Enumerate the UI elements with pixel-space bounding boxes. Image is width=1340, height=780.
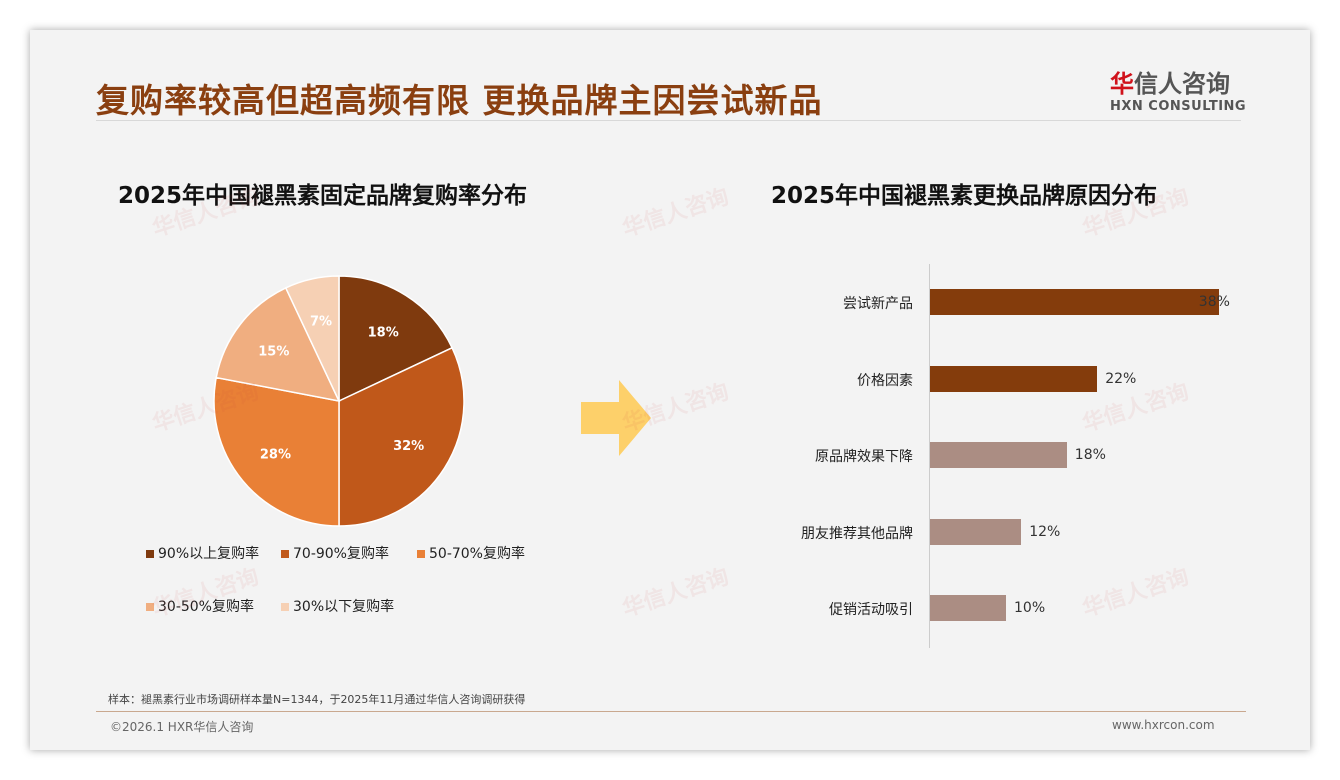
bar — [930, 289, 1219, 315]
bar-category-label: 促销活动吸引 — [829, 602, 913, 618]
sample-note: 样本：褪黑素行业市场调研样本量N=1344，于2025年11月通过华信人咨询调研… — [108, 693, 526, 706]
watermark: 华信人咨询 — [619, 184, 732, 243]
legend-item: 90%以上复购率 — [146, 543, 259, 563]
pie-data-label: 7% — [310, 314, 332, 329]
legend-item: 70-90%复购率 — [281, 543, 389, 563]
bar-value-label: 18% — [1074, 447, 1106, 463]
pie-data-label: 32% — [393, 439, 424, 454]
logo-mark: 华 — [1110, 70, 1134, 98]
logo-text: 信人咨询 — [1134, 70, 1230, 98]
legend-item: 50-70%复购率 — [417, 543, 525, 563]
bar-axis — [929, 264, 930, 648]
website-link[interactable]: www.hxrcon.com — [1112, 718, 1215, 732]
logo: 华信人咨询 HXN CONSULTING — [1110, 64, 1246, 114]
pie-data-label: 28% — [260, 448, 291, 463]
pie-title: 2025年中国褪黑素固定品牌复购率分布 — [118, 183, 528, 209]
legend-item: 30%以下复购率 — [281, 596, 394, 616]
logo-en: HXN CONSULTING — [1110, 99, 1247, 114]
pie-slice — [215, 286, 341, 403]
pie-data-label: 18% — [368, 325, 399, 340]
pie-data-label: 15% — [258, 344, 289, 359]
legend-label: 90%以上复购率 — [158, 546, 260, 562]
pie-chart: 18% 32% 28% 15% 7% — [213, 275, 465, 527]
bar-category-label: 朋友推荐其他品牌 — [801, 525, 913, 542]
legend-swatch — [417, 550, 425, 558]
pie-slice — [338, 346, 465, 527]
bar-category-label: 原品牌效果下降 — [815, 449, 913, 465]
slide-title: 复购率较高但超高频有限 更换品牌主因尝试新品 — [96, 81, 823, 120]
copyright: ©2026.1 HXR华信人咨询 — [110, 720, 254, 734]
bar — [930, 518, 1022, 545]
legend-swatch — [146, 603, 154, 611]
bar — [930, 442, 1067, 468]
bar-category-label: 价格因素 — [857, 372, 913, 389]
bar — [930, 595, 1006, 621]
legend-swatch — [146, 550, 154, 558]
bar-title: 2025年中国褪黑素更换品牌原因分布 — [771, 183, 1158, 209]
legend-swatch — [281, 603, 289, 611]
bar — [930, 365, 1098, 392]
pie-slice — [213, 376, 340, 527]
footer-divider — [96, 711, 1246, 712]
pie-slice — [338, 275, 454, 403]
header-divider — [96, 120, 1241, 121]
legend-label: 70-90%复购率 — [293, 546, 389, 562]
watermark: 华信人咨询 — [1079, 564, 1192, 623]
legend-item: 30-50%复购率 — [146, 596, 254, 616]
bar-value-label: 38% — [1198, 294, 1230, 310]
bar-value-label: 10% — [1014, 600, 1046, 616]
watermark: 华信人咨询 — [619, 564, 732, 623]
legend-label: 30%以下复购率 — [293, 599, 395, 615]
bar-category-label: 尝试新产品 — [843, 296, 913, 312]
bar-value-label: 22% — [1105, 370, 1137, 387]
arrow-right-icon — [581, 380, 651, 456]
pie-slice — [284, 275, 340, 402]
legend-label: 50-70%复购率 — [429, 546, 525, 562]
legend-label: 30-50%复购率 — [158, 599, 254, 615]
bar-value-label: 12% — [1029, 523, 1061, 540]
slide: 复购率较高但超高频有限 更换品牌主因尝试新品 华信人咨询 HXN CONSULT… — [30, 30, 1310, 750]
legend-swatch — [281, 550, 289, 558]
